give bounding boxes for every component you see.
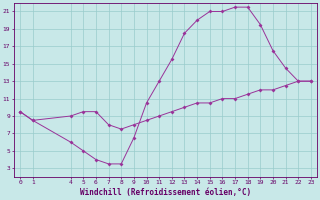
X-axis label: Windchill (Refroidissement éolien,°C): Windchill (Refroidissement éolien,°C) [80,188,251,197]
